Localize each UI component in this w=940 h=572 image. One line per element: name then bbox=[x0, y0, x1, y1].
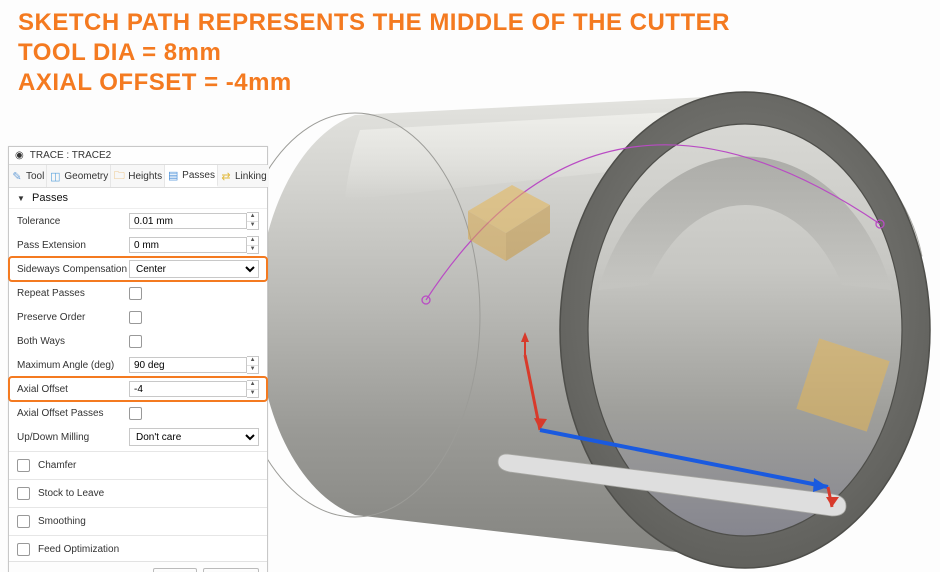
linking-icon: ⇄ bbox=[220, 170, 232, 182]
select-sideways-comp[interactable]: Center bbox=[129, 260, 259, 278]
tab-tool[interactable]: ✎ Tool bbox=[9, 165, 47, 187]
label-axial-offset: Axial Offset bbox=[17, 384, 129, 395]
tab-label: Geometry bbox=[64, 171, 108, 182]
annotation-text: SKETCH PATH REPRESENTS THE MIDDLE OF THE… bbox=[18, 8, 730, 98]
tab-label: Linking bbox=[235, 171, 267, 182]
check-repeat-passes[interactable] bbox=[129, 287, 142, 300]
spinner-axial-offset[interactable]: ▲▼ bbox=[247, 380, 259, 398]
label-both-ways: Both Ways bbox=[17, 336, 129, 347]
label-updown-milling: Up/Down Milling bbox=[17, 432, 129, 443]
check-chamfer[interactable] bbox=[17, 459, 30, 472]
check-feed-optimization[interactable] bbox=[17, 543, 30, 556]
input-tolerance[interactable] bbox=[129, 213, 247, 229]
spinner-tolerance[interactable]: ▲▼ bbox=[247, 212, 259, 230]
label-tolerance: Tolerance bbox=[17, 216, 129, 227]
input-axial-offset[interactable] bbox=[129, 381, 247, 397]
label-max-angle: Maximum Angle (deg) bbox=[17, 360, 129, 371]
row-updown-milling: Up/Down Milling Don't care bbox=[9, 425, 267, 449]
label-pass-extension: Pass Extension bbox=[17, 240, 129, 251]
row-axial-offset: Axial Offset ▲▼ bbox=[9, 377, 267, 401]
tab-passes[interactable]: ▤ Passes bbox=[165, 165, 218, 187]
tab-label: Passes bbox=[182, 170, 215, 181]
label-axial-offset-passes: Axial Offset Passes bbox=[17, 408, 129, 419]
label-repeat-passes: Repeat Passes bbox=[17, 288, 129, 299]
row-sideways-compensation: Sideways Compensation Center bbox=[9, 257, 267, 281]
subsection-stock-to-leave[interactable]: Stock to Leave bbox=[9, 482, 267, 505]
tab-heights[interactable]: 🗀 Heights bbox=[111, 165, 165, 187]
trace-panel: TRACE : TRACE2 ✎ Tool ◫ Geometry 🗀 Heigh… bbox=[8, 146, 268, 572]
row-repeat-passes: Repeat Passes bbox=[9, 281, 267, 305]
geometry-icon: ◫ bbox=[49, 170, 61, 182]
row-max-angle: Maximum Angle (deg) ▲▼ bbox=[9, 353, 267, 377]
check-both-ways[interactable] bbox=[129, 335, 142, 348]
label-feed-optimization: Feed Optimization bbox=[38, 544, 119, 555]
visibility-icon[interactable] bbox=[15, 150, 24, 161]
check-preserve-order[interactable] bbox=[129, 311, 142, 324]
subsection-feed-optimization[interactable]: Feed Optimization bbox=[9, 538, 267, 561]
select-updown-milling[interactable]: Don't care bbox=[129, 428, 259, 446]
subsection-smoothing[interactable]: Smoothing bbox=[9, 510, 267, 533]
check-smoothing[interactable] bbox=[17, 515, 30, 528]
row-axial-offset-passes: Axial Offset Passes bbox=[9, 401, 267, 425]
input-max-angle[interactable] bbox=[129, 357, 247, 373]
check-stock-to-leave[interactable] bbox=[17, 487, 30, 500]
label-sideways-comp: Sideways Compensation bbox=[17, 264, 129, 275]
tab-geometry[interactable]: ◫ Geometry bbox=[47, 165, 111, 187]
panel-title-text: TRACE : TRACE2 bbox=[30, 150, 112, 161]
tab-label: Heights bbox=[128, 171, 162, 182]
tab-linking[interactable]: ⇄ Linking bbox=[218, 165, 269, 187]
label-stock-to-leave: Stock to Leave bbox=[38, 488, 104, 499]
ok-button[interactable]: OK bbox=[153, 568, 197, 572]
panel-title-bar: TRACE : TRACE2 bbox=[9, 147, 267, 165]
annotation-line-1: SKETCH PATH REPRESENTS THE MIDDLE OF THE… bbox=[18, 8, 730, 38]
cancel-button[interactable]: Cancel bbox=[203, 568, 259, 572]
label-chamfer: Chamfer bbox=[38, 460, 76, 471]
section-header-label: Passes bbox=[32, 192, 68, 204]
annotation-line-3: AXIAL OFFSET = -4mm bbox=[18, 68, 730, 98]
label-preserve-order: Preserve Order bbox=[17, 312, 129, 323]
row-tolerance: Tolerance ▲▼ bbox=[9, 209, 267, 233]
spinner-pass-extension[interactable]: ▲▼ bbox=[247, 236, 259, 254]
row-pass-extension: Pass Extension ▲▼ bbox=[9, 233, 267, 257]
tab-bar: ✎ Tool ◫ Geometry 🗀 Heights ▤ Passes ⇄ L… bbox=[9, 165, 267, 188]
subsection-chamfer[interactable]: Chamfer bbox=[9, 454, 267, 477]
check-axial-offset-passes[interactable] bbox=[129, 407, 142, 420]
tool-icon: ✎ bbox=[11, 170, 23, 182]
annotation-line-2: TOOL DIA = 8mm bbox=[18, 38, 730, 68]
row-both-ways: Both Ways bbox=[9, 329, 267, 353]
heights-icon: 🗀 bbox=[113, 170, 125, 182]
input-pass-extension[interactable] bbox=[129, 237, 247, 253]
tab-label: Tool bbox=[26, 171, 44, 182]
row-preserve-order: Preserve Order bbox=[9, 305, 267, 329]
passes-icon: ▤ bbox=[167, 169, 179, 181]
section-passes-header[interactable]: Passes bbox=[9, 188, 267, 209]
panel-footer: ⓘ OK Cancel bbox=[9, 561, 267, 572]
spinner-max-angle[interactable]: ▲▼ bbox=[247, 356, 259, 374]
label-smoothing: Smoothing bbox=[38, 516, 86, 527]
